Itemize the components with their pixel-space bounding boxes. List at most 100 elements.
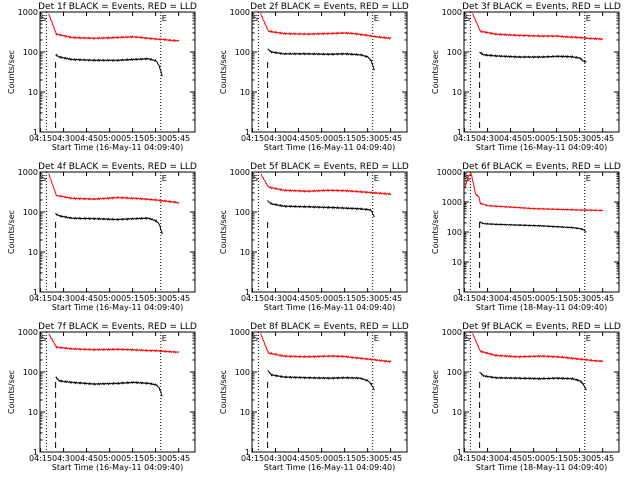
x-tick-label: 04:15 [29,294,52,303]
x-tick-label: 05:15 [545,134,568,143]
panel-title: Det 9f BLACK = Events, RED = LLD [462,322,621,332]
y-tick-label: 1 [33,128,38,137]
series-line-lld [260,333,392,364]
x-tick-label: 05:30 [568,454,591,463]
x-tick-label: 04:30 [476,294,499,303]
y-tick-label: 1000 [442,198,462,207]
x-tick-label: 04:15 [29,454,52,463]
y-axis-label: Counts/sec [219,210,228,254]
series-line-lld [48,173,180,204]
y-tick-label: 10 [28,248,38,257]
x-tick-label: 05:15 [545,294,568,303]
y-tick-label: 100 [23,208,38,217]
y-axis-label: Counts/sec [7,210,16,254]
panel-det-7: Det 7f BLACK = Events, RED = LLD 04:15 04:… [7,322,197,472]
plot-frame [251,11,408,133]
y-tick-label: 1000 [442,328,462,337]
x-tick-label: 04:15 [453,454,476,463]
y-tick-label: 100 [235,48,250,57]
y-tick-label: 100 [447,48,462,57]
series-line-lld [472,13,604,41]
end-marker-label: E [586,334,591,343]
x-axis-label: Start Time (16-May-11 04:09:40) [52,143,183,152]
plot-frame [463,171,620,293]
x-tick-label: 04:15 [29,134,52,143]
y-tick-label: 1 [245,288,250,297]
y-tick-label: 1000 [18,8,38,17]
series-line-lld [260,173,392,196]
series-line-events [479,371,587,391]
x-tick-label: 05:45 [591,454,614,463]
x-tick-label: 05:15 [333,134,356,143]
x-tick-label: 05:30 [356,294,379,303]
y-tick-label: 10 [452,258,462,267]
x-tick-label: 05:30 [144,294,167,303]
y-axis-label: Counts/sec [219,50,228,94]
y-tick-label: 10 [28,408,38,417]
start-marker-label: S [253,14,258,23]
x-tick-label: 05:15 [121,454,144,463]
series-line-events [267,200,375,218]
y-tick-label: 10000 [437,168,462,177]
y-tick-label: 100 [235,368,250,377]
x-tick-label: 04:45 [499,294,522,303]
x-tick-label: 05:00 [522,454,545,463]
x-tick-label: 04:45 [287,454,310,463]
y-tick-label: 10 [240,248,250,257]
x-tick-label: 05:00 [310,294,333,303]
x-tick-label: 05:15 [333,454,356,463]
start-marker-label: S [41,14,46,23]
x-tick-label: 05:30 [356,454,379,463]
x-tick-label: 05:30 [144,134,167,143]
x-tick-label: 04:15 [241,134,264,143]
y-tick-label: 1000 [442,8,462,17]
y-tick-label: 10 [240,88,250,97]
x-tick-label: 05:00 [522,294,545,303]
panel-title: Det 8f BLACK = Events, RED = LLD [250,322,409,332]
x-tick-label: 05:45 [379,134,402,143]
x-tick-label: 05:15 [545,454,568,463]
x-tick-label: 04:45 [499,134,522,143]
panel-title: Det 7f BLACK = Events, RED = LLD [38,322,197,332]
plot-frame [251,331,408,453]
panel-title: Det 1f BLACK = Events, RED = LLD [38,2,197,12]
y-tick-label: 1000 [230,168,250,177]
y-tick-label: 10 [240,408,250,417]
panel-title: Det 2f BLACK = Events, RED = LLD [250,2,409,12]
plot-frame [39,11,196,133]
series-line-events [267,48,375,71]
x-tick-label: 04:30 [52,134,75,143]
y-tick-label: 100 [447,228,462,237]
x-tick-label: 04:30 [264,294,287,303]
end-marker-label: E [374,174,379,183]
x-axis-label: Start Time (16-May-11 04:09:40) [264,303,395,312]
panel-title: Det 5f BLACK = Events, RED = LLD [250,162,409,172]
x-axis-label: Start Time (16-May-11 04:09:40) [52,303,183,312]
y-tick-label: 1000 [18,168,38,177]
y-tick-label: 1000 [230,328,250,337]
start-marker-label: S [253,174,258,183]
plot-frame [39,171,196,293]
y-axis-label: Counts/sec [7,370,16,414]
y-tick-label: 1 [245,448,250,457]
x-tick-label: 05:45 [379,294,402,303]
y-tick-label: 100 [23,368,38,377]
y-axis-label: Counts/sec [219,370,228,414]
x-tick-label: 05:30 [568,294,591,303]
plot-frame [463,11,620,133]
x-tick-label: 05:00 [310,134,333,143]
y-tick-label: 10 [28,88,38,97]
x-axis-label: Start Time (18-May-11 04:09:40) [476,303,607,312]
start-marker-label: S [41,174,46,183]
series-line-lld [464,173,604,212]
end-marker-label: E [162,334,167,343]
x-axis-label: Start Time (16-May-11 04:09:40) [52,463,183,472]
x-tick-label: 04:45 [75,454,98,463]
x-axis-label: Start Time (16-May-11 04:09:40) [264,143,395,152]
series-line-lld [260,13,392,40]
